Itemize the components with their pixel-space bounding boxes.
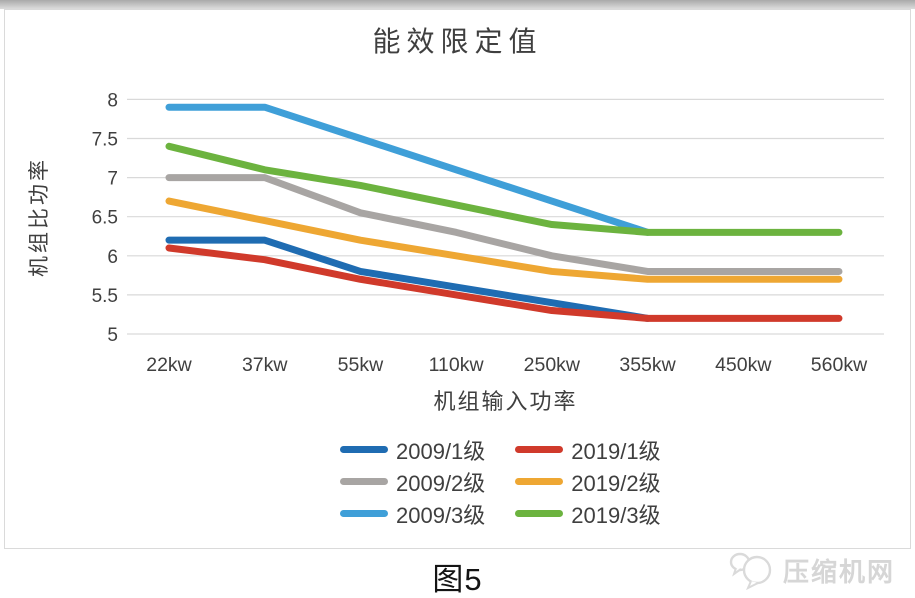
x-tick-label: 55kw (338, 354, 384, 376)
legend-label: 2019/3级 (571, 502, 661, 528)
legend-item-2009-grade2: 2009/2级 (340, 469, 485, 496)
series-line-0 (165, 236, 652, 322)
legend-item-2019-grade2: 2019/2级 (515, 469, 661, 496)
x-axis-title: 机组输入功率 (433, 389, 578, 414)
y-axis-title: 机组比功率 (28, 157, 51, 277)
legend-item-2009-grade3: 2009/3级 (340, 501, 485, 528)
series-line-2 (165, 174, 843, 275)
site-watermark: 压缩机网 (727, 549, 895, 591)
legend-label: 2009/3级 (396, 502, 486, 528)
x-tick-label: 450kw (715, 354, 772, 376)
legend-item-2019-grade1: 2019/1级 (515, 437, 661, 464)
watermark-text: 压缩机网 (782, 556, 895, 587)
chart-title: 能效限定值 (372, 26, 543, 57)
y-tick-label: 6.5 (92, 208, 118, 229)
legend-swatch-2009-grade3 (340, 510, 388, 517)
legend-swatch-2009-grade2 (340, 478, 388, 485)
x-tick-label: 250kw (524, 354, 581, 376)
figure-caption: 图5 (432, 562, 483, 597)
legend-label: 2009/2级 (396, 470, 486, 496)
x-tick-label: 355kw (619, 354, 676, 376)
y-tick-label: 5 (107, 325, 118, 346)
chat-bubbles-logo-icon (729, 552, 772, 591)
series-line-5 (165, 142, 843, 236)
legend-swatch-2019-grade1 (515, 446, 564, 453)
x-tick-label: 37kw (242, 354, 288, 376)
x-tick-label: 110kw (429, 354, 485, 376)
x-tick-label: 22kw (146, 354, 192, 376)
legend-swatch-2009-grade1 (340, 446, 388, 453)
y-tick-label: 5.5 (92, 286, 118, 307)
series-line-1 (165, 244, 843, 322)
chart-legend: 2009/1级 2019/1级 2009/2级 2019/2级 2009/3级 … (340, 437, 661, 528)
legend-item-2009-grade1: 2009/1级 (340, 437, 485, 464)
legend-label: 2019/2级 (571, 470, 661, 496)
y-tick-label: 6 (107, 247, 118, 268)
y-tick-label: 8 (107, 90, 118, 111)
legend-label: 2009/1级 (396, 438, 486, 464)
series-line-3 (165, 197, 843, 283)
legend-label: 2019/1级 (571, 438, 661, 464)
legend-swatch-2019-grade3 (515, 510, 564, 517)
page-top-edge (0, 0, 915, 9)
series-line-4 (165, 103, 652, 236)
y-tick-label: 7.5 (92, 130, 118, 151)
x-tick-label: 560kw (811, 354, 868, 376)
legend-swatch-2019-grade2 (515, 478, 564, 485)
legend-item-2019-grade3: 2019/3级 (515, 501, 661, 528)
y-tick-label: 7 (107, 169, 118, 190)
